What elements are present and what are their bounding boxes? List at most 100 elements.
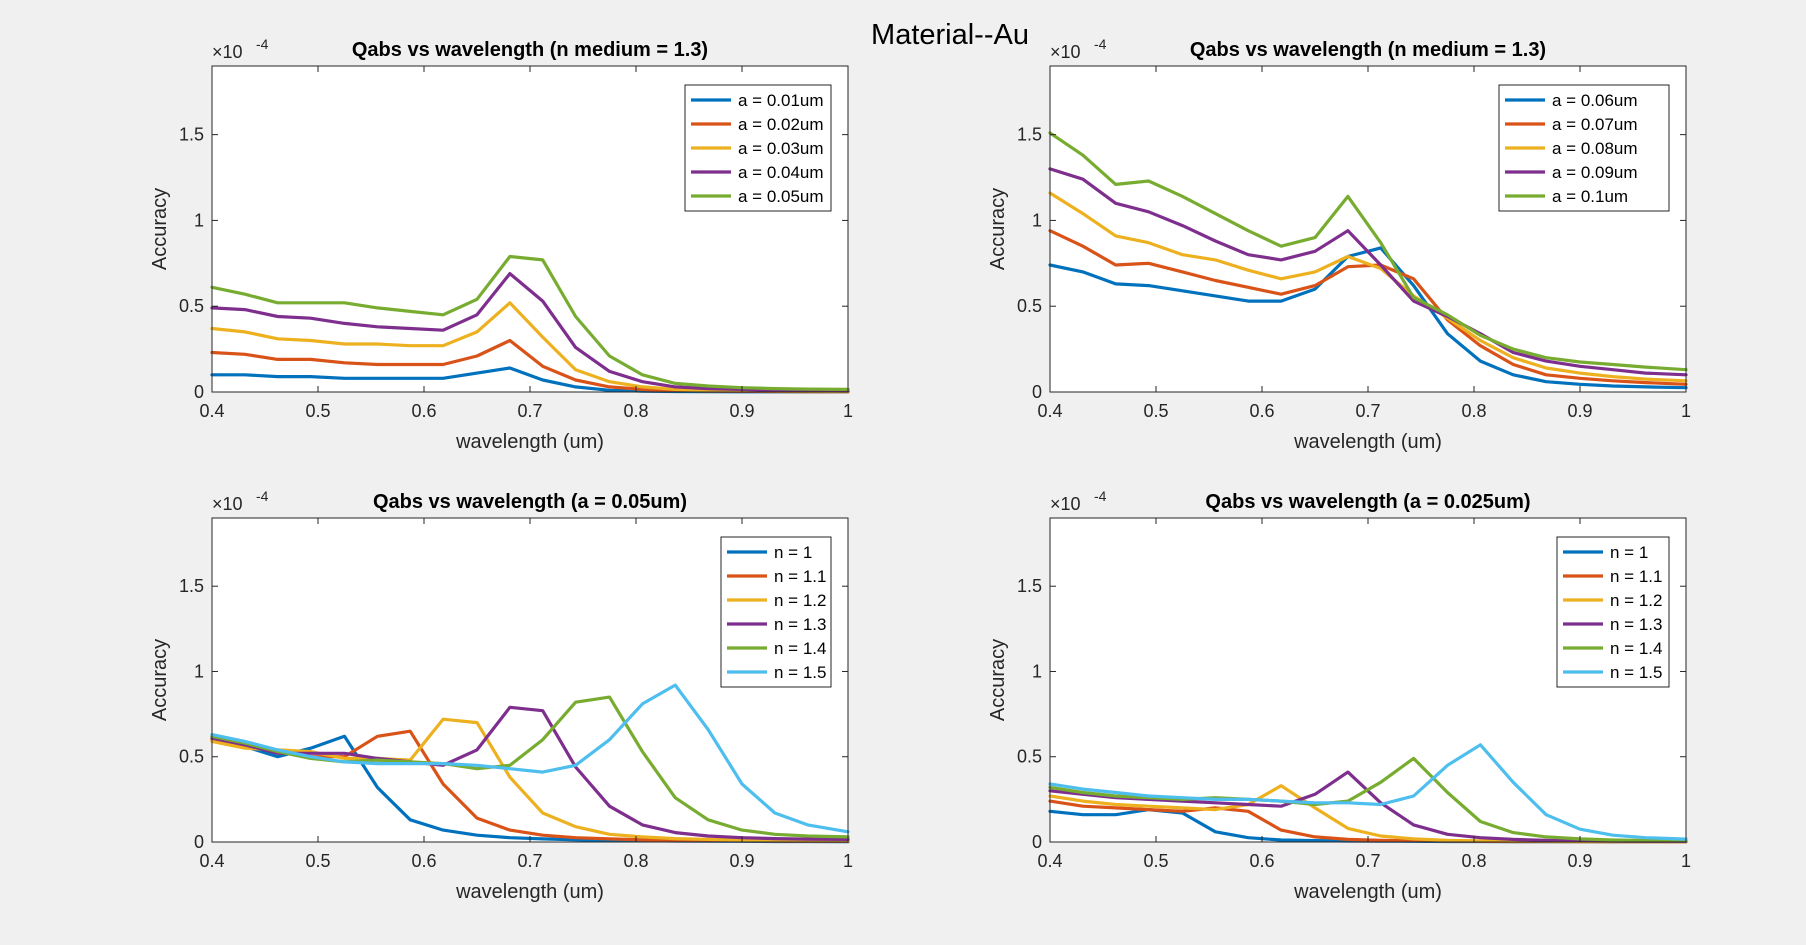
x-tick-label: 0.5 [305, 851, 330, 871]
y-exponent-label: ×10 [212, 42, 243, 62]
y-tick-label: 1.5 [179, 125, 204, 145]
legend-entry: a = 0.08um [1552, 139, 1638, 158]
y-tick-label: 1.5 [1017, 125, 1042, 145]
series-line [210, 683, 850, 834]
x-tick-label: 0.8 [1461, 401, 1486, 421]
y-tick-label: 1 [194, 661, 204, 681]
legend-entry: a = 0.07um [1552, 115, 1638, 134]
legend-box [1556, 536, 1670, 688]
axes-4: 0.4 0.5 0.6 0.7 0.8 0.9 1 0 0.5 1 1.5 ×10 -4 Qabs vs … [987, 488, 1691, 903]
y-tick-label: 1.5 [179, 576, 204, 596]
x-tick-label: 0.6 [411, 851, 436, 871]
legend-entry: a = 0.09um [1552, 163, 1638, 182]
y-exponent-power: -4 [1094, 488, 1107, 504]
series-group [1048, 743, 1688, 844]
y-tick-label: 1 [194, 210, 204, 230]
y-exponent-label: ×10 [212, 494, 243, 514]
axes-title: Qabs vs wavelength (a = 0.025um) [1205, 491, 1530, 513]
x-tick-label: 1 [843, 401, 853, 421]
axes-layer: 0.4 0.5 0.6 0.7 0.8 0.9 1 0 0.5 1 1.5 ×10 -4 Qabs vs … [149, 36, 1691, 903]
figure-suptitle: Material--Au [871, 19, 1029, 51]
legend: n = 1 n = 1.1 n = 1.2 n = 1.3 n = 1.4 n = 1.5 [720, 536, 832, 688]
y-exponent-power: -4 [256, 488, 269, 504]
x-tick-label: 0.4 [1037, 401, 1062, 421]
legend-entry: a = 0.1um [1552, 187, 1628, 206]
legend: a = 0.01um a = 0.02um a = 0.03um a = 0.04um… [684, 84, 832, 212]
series-line [210, 272, 850, 393]
legend-entry: n = 1.2 [1610, 591, 1662, 610]
x-tick-label: 0.8 [1461, 851, 1486, 871]
axes-3: 0.4 0.5 0.6 0.7 0.8 0.9 1 0 0.5 1 1.5 ×10 -4 Qabs vs … [149, 488, 853, 903]
series-line [1048, 770, 1688, 843]
legend-entry: n = 1 [1610, 543, 1648, 562]
legend: n = 1 n = 1.1 n = 1.2 n = 1.3 n = 1.4 n = 1.5 [1556, 536, 1670, 688]
axes-1: 0.4 0.5 0.6 0.7 0.8 0.9 1 0 0.5 1 1.5 ×10 -4 Qabs vs … [149, 36, 853, 453]
x-tick-label: 0.5 [1143, 401, 1168, 421]
series-line [1048, 131, 1688, 372]
y-tick-label: 0 [194, 382, 204, 402]
legend-entry: a = 0.01um [738, 91, 824, 110]
legend: a = 0.06um a = 0.07um a = 0.08um a = 0.09um… [1498, 84, 1670, 212]
legend-entry: n = 1.5 [1610, 663, 1662, 682]
series-line [1048, 167, 1688, 377]
y-tick-label: 1 [1032, 661, 1042, 681]
x-axis-label: wavelength (um) [1293, 881, 1442, 903]
x-tick-label: 0.8 [623, 851, 648, 871]
series-line [1048, 756, 1688, 843]
axes-2: 0.4 0.5 0.6 0.7 0.8 0.9 1 0 0.5 1 1.5 ×10 -4 Qabs vs … [987, 36, 1691, 453]
legend-entry: n = 1 [774, 543, 812, 562]
y-tick-label: 0 [1032, 382, 1042, 402]
legend-entry: a = 0.06um [1552, 91, 1638, 110]
y-axis-label: Accuracy [987, 188, 1009, 270]
x-axis-label: wavelength (um) [455, 431, 604, 453]
y-tick-label: 0.5 [179, 296, 204, 316]
x-tick-label: 0.6 [411, 401, 436, 421]
legend-entry: n = 1.3 [1610, 615, 1662, 634]
axes-title: Qabs vs wavelength (a = 0.05um) [373, 491, 687, 513]
series-group [1048, 131, 1688, 390]
x-tick-label: 0.9 [1567, 851, 1592, 871]
legend-entry: n = 1.4 [774, 639, 826, 658]
series-line [210, 254, 850, 391]
legend-box [720, 536, 832, 688]
x-tick-label: 0.4 [1037, 851, 1062, 871]
y-exponent-label: ×10 [1050, 42, 1081, 62]
x-tick-label: 0.9 [729, 401, 754, 421]
x-tick-label: 0.7 [1355, 851, 1380, 871]
x-tick-label: 1 [843, 851, 853, 871]
series-line [210, 705, 850, 842]
legend-entry: a = 0.02um [738, 115, 824, 134]
series-group [210, 683, 850, 844]
series-line [1048, 246, 1688, 390]
y-exponent-power: -4 [256, 36, 269, 52]
y-tick-label: 0.5 [179, 747, 204, 767]
series-line [1048, 191, 1688, 383]
legend-entry: n = 1.5 [774, 663, 826, 682]
x-tick-label: 0.4 [199, 851, 224, 871]
series-line [1048, 743, 1688, 841]
legend-entry: n = 1.1 [1610, 567, 1662, 586]
x-tick-label: 1 [1681, 851, 1691, 871]
x-tick-label: 0.7 [517, 401, 542, 421]
y-tick-label: 0.5 [1017, 296, 1042, 316]
y-tick-label: 1.5 [1017, 576, 1042, 596]
legend-entry: n = 1.3 [774, 615, 826, 634]
legend-entry: n = 1.2 [774, 591, 826, 610]
legend-entry: a = 0.05um [738, 187, 824, 206]
x-tick-label: 0.9 [729, 851, 754, 871]
x-tick-label: 0.8 [623, 401, 648, 421]
x-tick-label: 0.6 [1249, 401, 1274, 421]
x-tick-label: 0.7 [517, 851, 542, 871]
y-tick-label: 0 [194, 832, 204, 852]
x-tick-label: 0.7 [1355, 401, 1380, 421]
x-tick-label: 0.6 [1249, 851, 1274, 871]
x-axis-label: wavelength (um) [455, 881, 604, 903]
axes-title: Qabs vs wavelength (n medium = 1.3) [1190, 39, 1546, 61]
y-axis-label: Accuracy [149, 188, 171, 270]
x-tick-label: 0.5 [305, 401, 330, 421]
x-axis-label: wavelength (um) [1293, 431, 1442, 453]
y-tick-label: 0.5 [1017, 747, 1042, 767]
x-tick-label: 0.9 [1567, 401, 1592, 421]
